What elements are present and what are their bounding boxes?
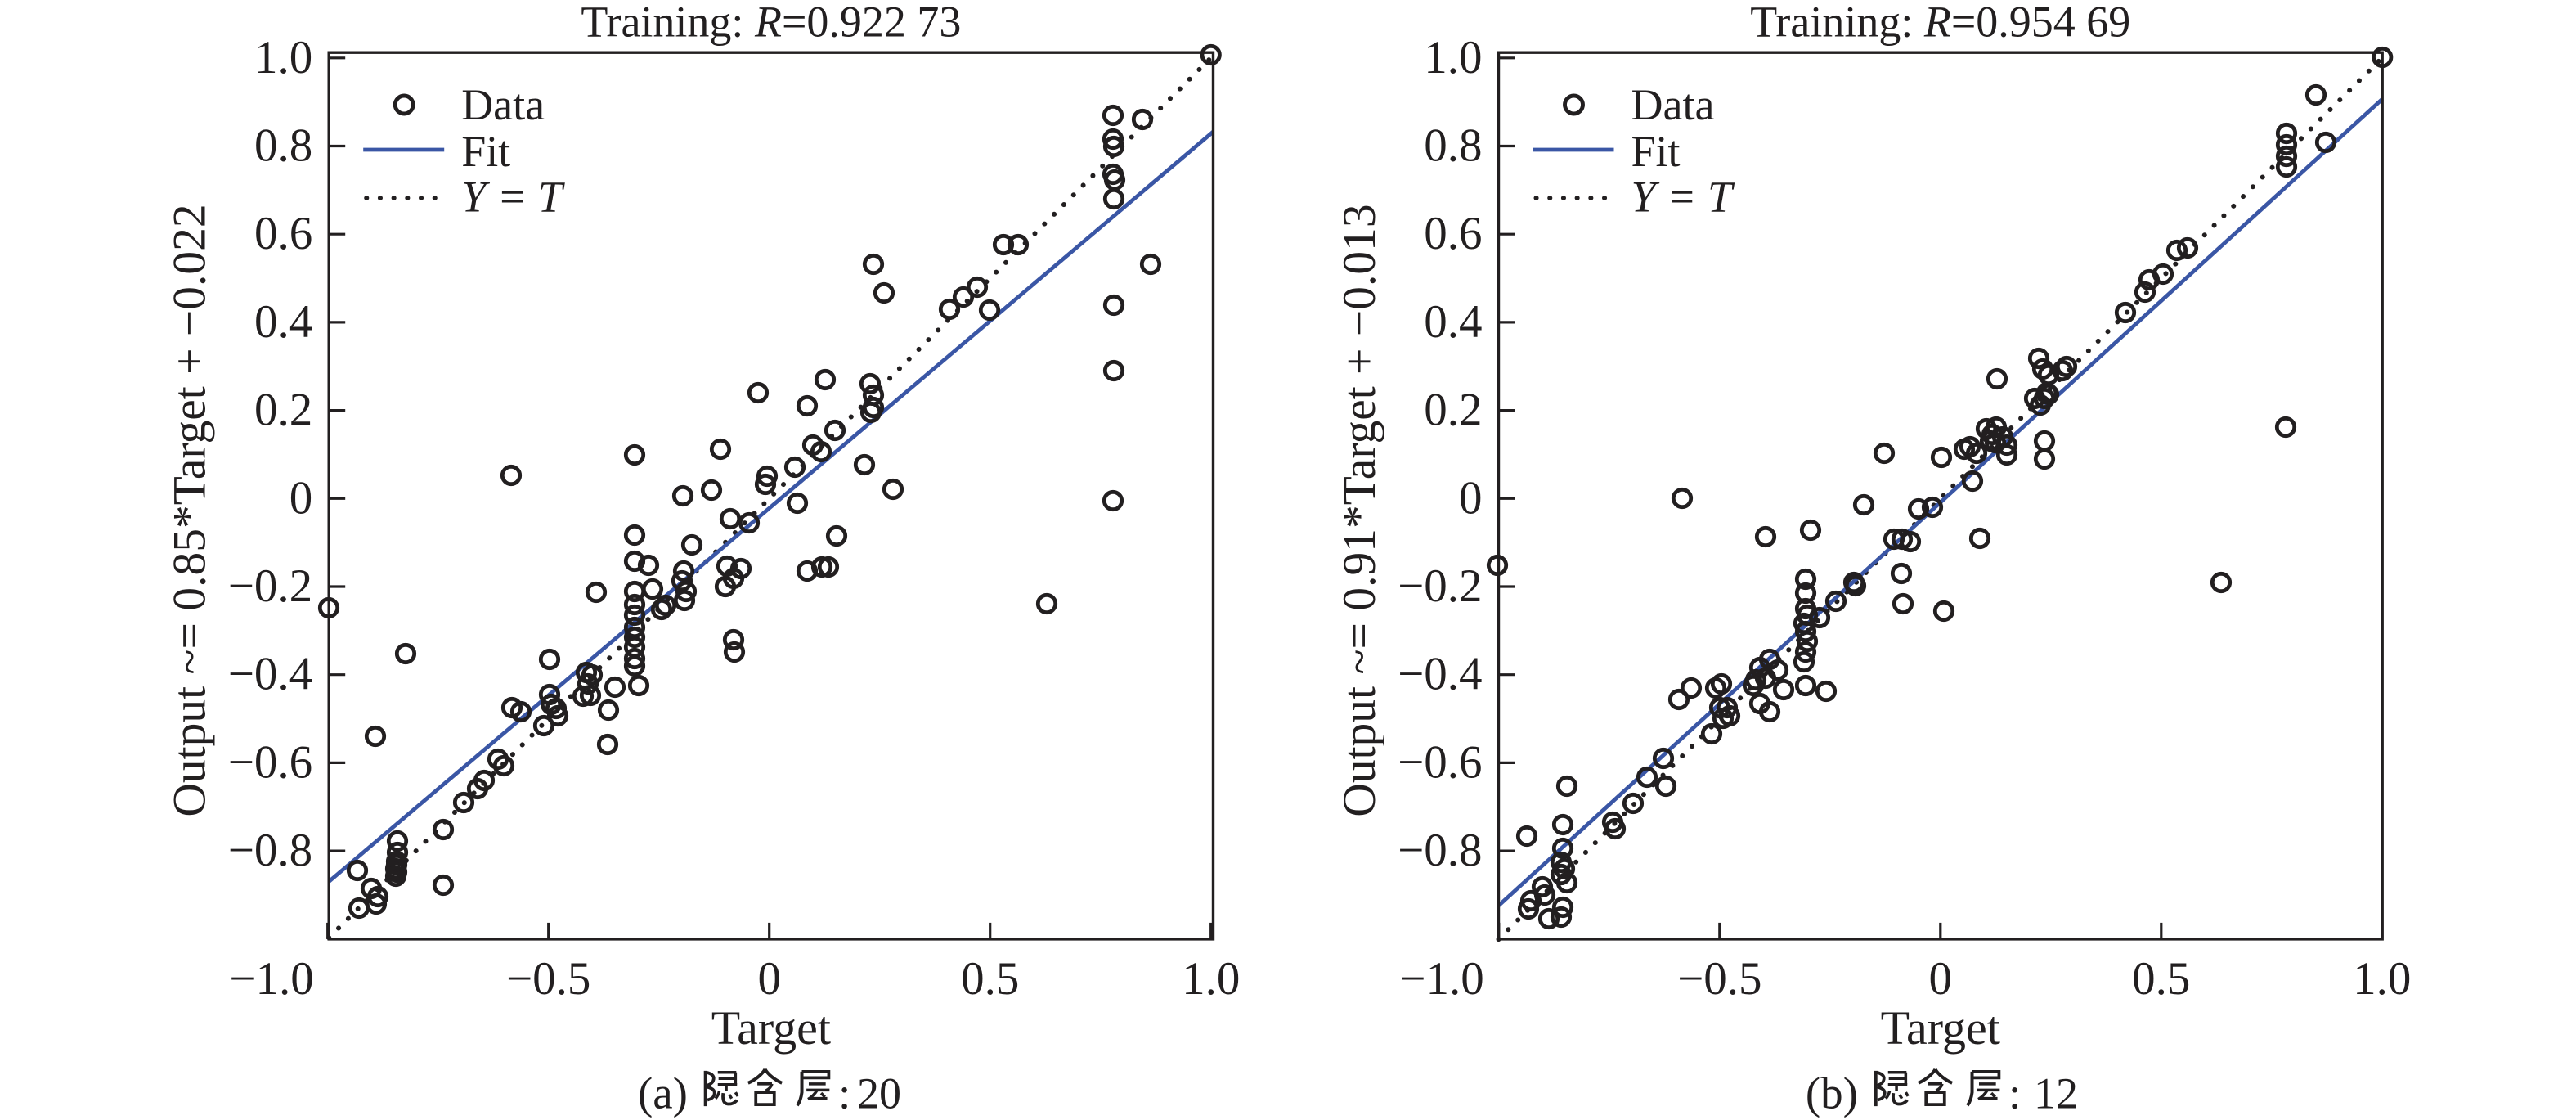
svg-text:0.5: 0.5 [961,953,1019,1005]
svg-text:1.0: 1.0 [254,32,312,83]
svg-text:12: 12 [2034,1069,2078,1118]
svg-text:0.6: 0.6 [254,208,312,259]
svg-text:−1.0: −1.0 [229,953,313,1005]
svg-text:(a): (a) [638,1068,688,1118]
svg-text:(b): (b) [1806,1068,1858,1118]
svg-text:Data: Data [1631,80,1715,129]
svg-text:Output ~= 0.91*Target + −0.013: Output ~= 0.91*Target + −0.013 [1334,204,1385,816]
svg-text:−0.2: −0.2 [1398,560,1482,612]
svg-text:Training: R=0.954 69: Training: R=0.954 69 [1750,0,2130,47]
svg-text:0: 0 [1929,953,1953,1005]
svg-text:0.2: 0.2 [254,385,312,436]
svg-text:0.5: 0.5 [2132,953,2190,1005]
svg-text:−0.5: −0.5 [1677,953,1761,1005]
svg-text:Training: R=0.922 73: Training: R=0.922 73 [581,0,961,47]
svg-text:−0.8: −0.8 [228,825,312,876]
svg-text:−1.0: −1.0 [1399,953,1483,1005]
svg-text:Data: Data [461,80,545,129]
svg-text:−0.4: −0.4 [228,649,312,700]
svg-text:0.2: 0.2 [1424,385,1482,436]
svg-text:Target: Target [1881,1001,2000,1055]
svg-text:−0.8: −0.8 [1398,825,1482,876]
svg-text:1.0: 1.0 [1424,32,1482,83]
svg-text:0: 0 [1459,472,1483,524]
svg-text::: : [838,1068,850,1118]
svg-text:−0.5: −0.5 [506,953,590,1005]
svg-text:Output ~= 0.85*Target + −0.022: Output ~= 0.85*Target + −0.022 [164,204,216,816]
svg-text:−0.4: −0.4 [1398,649,1482,700]
svg-text:Y = T: Y = T [461,173,565,222]
svg-text:0: 0 [289,472,313,524]
svg-text:−0.6: −0.6 [228,736,312,788]
svg-text:0.8: 0.8 [1424,120,1482,172]
svg-text:0.4: 0.4 [254,296,312,348]
svg-text:20: 20 [857,1069,901,1118]
svg-text:−0.6: −0.6 [1398,736,1482,788]
svg-text:−0.2: −0.2 [228,560,312,612]
svg-text:Fit: Fit [1631,127,1681,176]
svg-text:0.4: 0.4 [1424,296,1482,348]
svg-text:0: 0 [757,953,781,1005]
svg-text:Y = T: Y = T [1631,173,1735,222]
svg-text::: : [2008,1068,2021,1118]
svg-text:1.0: 1.0 [2353,953,2411,1005]
svg-text:0.8: 0.8 [254,120,312,172]
svg-text:1.0: 1.0 [1182,953,1240,1005]
svg-text:Fit: Fit [461,127,510,176]
svg-text:0.6: 0.6 [1424,208,1482,259]
svg-text:Target: Target [711,1001,831,1055]
